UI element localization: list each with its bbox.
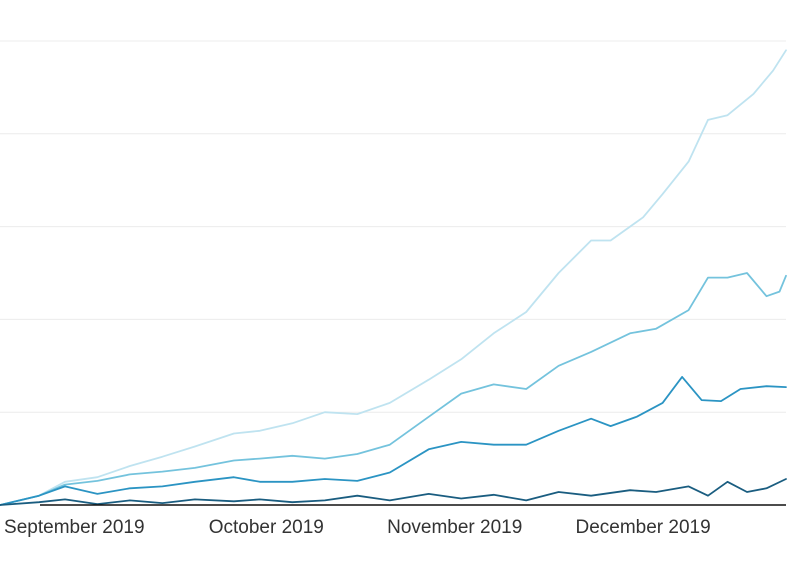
- x-tick-label: December 2019: [575, 517, 710, 538]
- series-line-4: [0, 478, 787, 506]
- series-lines: [0, 49, 787, 506]
- series-line-3: [0, 376, 787, 506]
- x-tick-label: October 2019: [209, 517, 324, 538]
- gridlines: [0, 40, 786, 413]
- x-tick-label: November 2019: [387, 517, 522, 538]
- x-tick-label: September 2019: [4, 517, 145, 538]
- series-line-1: [0, 49, 787, 506]
- series-line-2: [0, 272, 787, 506]
- x-axis-ticks: September 2019 October 2019 November 2019 D…: [4, 517, 711, 538]
